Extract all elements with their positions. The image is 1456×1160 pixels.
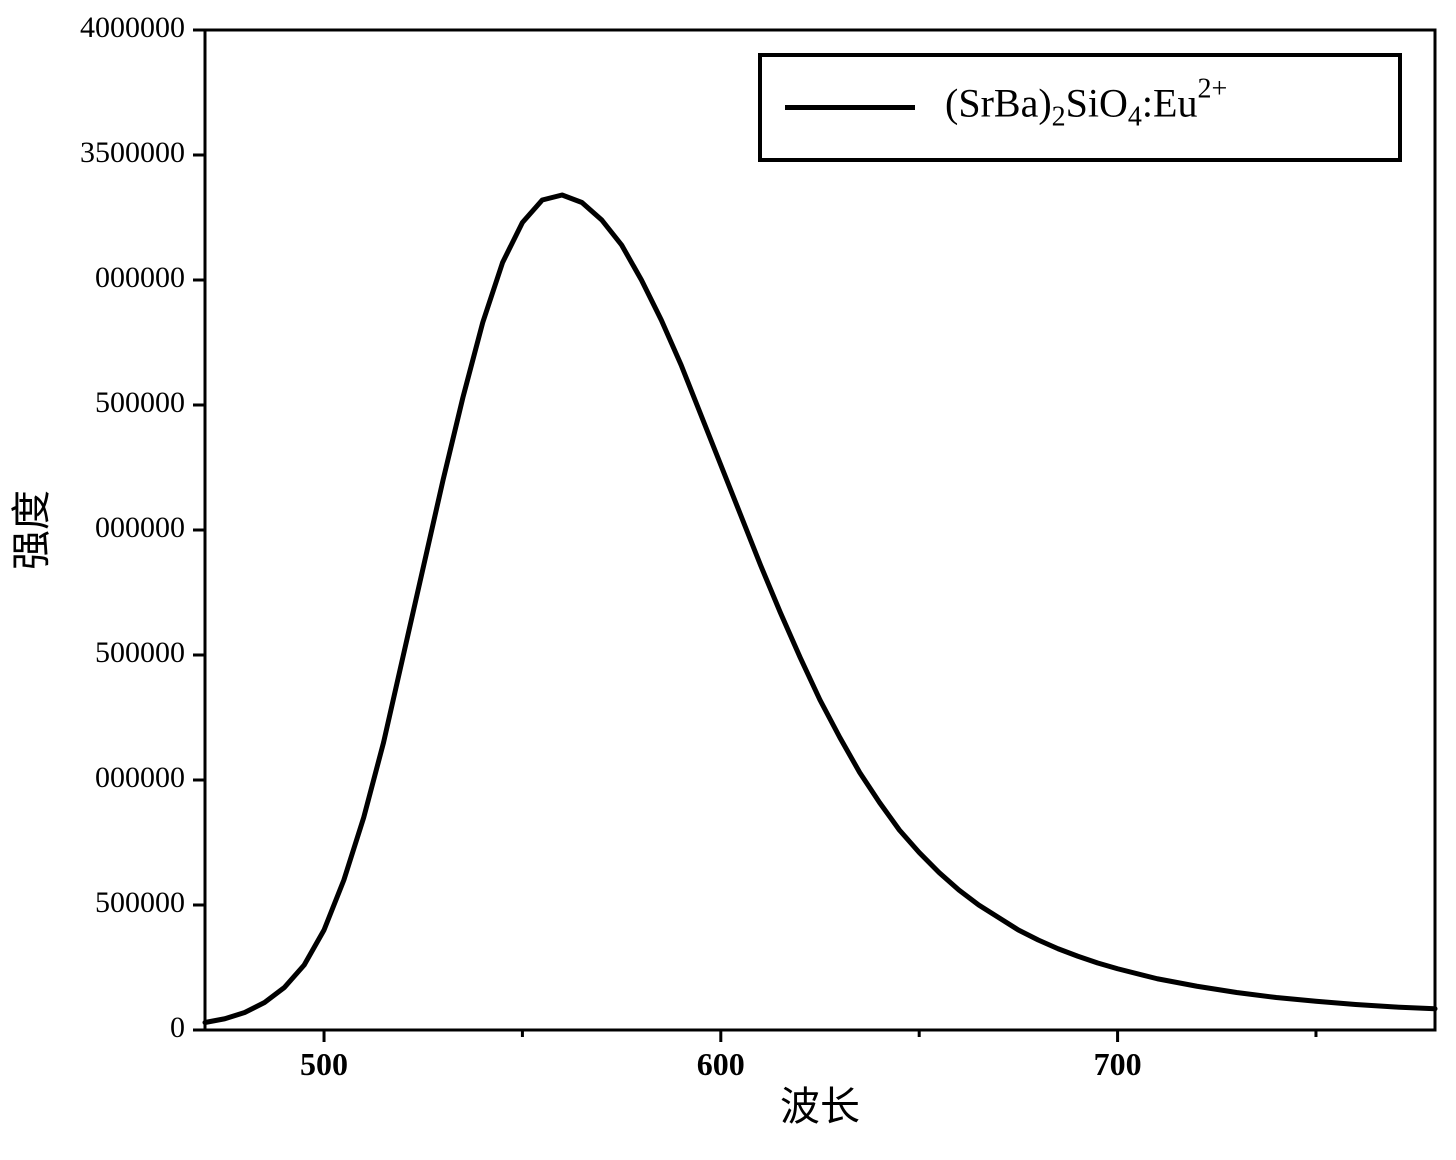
y-axis-title: 强度 [9,490,54,570]
y-tick-label: 000000 [95,761,185,794]
y-tick-label: 500000 [95,386,185,419]
emission-spectrum-chart: 0 500000 000000 500000 000000 500000 000000 350… [0,0,1456,1155]
x-tick-label: 600 [697,1046,745,1082]
y-tick-label: 000000 [95,511,185,544]
y-tick-label: 000000 [95,261,185,294]
y-tick-label: 500000 [95,886,185,919]
y-tick-label: 3500000 [80,136,185,169]
y-tick-label: 4000000 [80,11,185,44]
y-tick-label: 500000 [95,636,185,669]
legend-label: (SrBa)2SiO4:Eu2+ [945,74,1227,133]
chart-svg: 0 500000 000000 500000 000000 500000 000000 350… [0,0,1456,1155]
spectrum-curve [205,195,1435,1023]
x-tick-label: 700 [1094,1046,1142,1082]
x-tick-label: 500 [300,1046,348,1082]
x-axis-title: 波长 [780,1084,860,1129]
y-tick-label: 0 [170,1011,185,1044]
